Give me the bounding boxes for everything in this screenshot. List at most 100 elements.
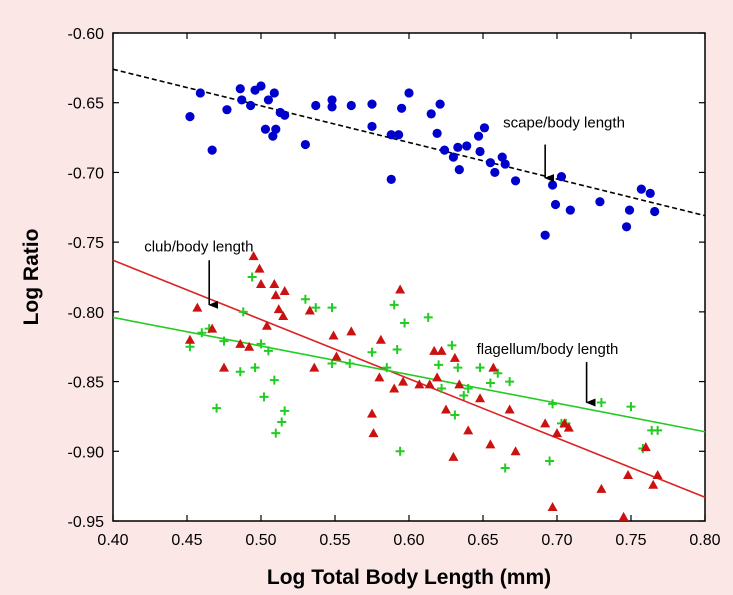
scape-point [453,142,463,152]
scape-point [490,167,500,178]
flagellum-point [485,378,495,388]
flagellum-point [382,363,392,373]
x-tick-label: 0.80 [689,532,720,549]
flagellum-point [545,456,555,466]
scape-point [550,199,561,210]
flagellum-point [392,345,402,355]
flagellum-point [212,403,222,413]
fit-lines [113,68,705,499]
scape-point [497,152,507,162]
x-tick-label: 0.40 [97,532,128,549]
annotations: scape/body length club/body length flagell… [144,115,625,407]
club-point [304,305,315,315]
scape-fit-line [113,68,705,217]
scape-point [195,88,205,98]
scape-point [394,130,404,140]
flagellum-point [367,347,377,357]
club-point [429,345,440,355]
club-point [248,251,259,261]
axes: 0.40 0.45 0.50 0.55 0.60 0.65 0.70 0.75 0.80 -0.6… [68,26,721,549]
flagellum-point [259,392,269,402]
flagellum-point [250,363,260,373]
flagellum-fit-line [113,316,705,433]
club-point [448,451,459,461]
flagellum-point [256,339,266,349]
y-tick-label: -0.65 [68,96,105,113]
flagellum-point [447,340,457,350]
x-tick-label: 0.75 [615,532,646,549]
scape-point [485,158,495,168]
scape-point [556,172,567,182]
club-point [375,334,386,344]
data-points [184,81,663,521]
x-tick-label: 0.65 [467,532,498,549]
scape-point [404,88,414,98]
flagellum-point [327,303,337,313]
scape-point [426,109,436,119]
club-point [648,479,659,489]
scape-point [235,84,245,94]
scape-point [435,99,445,109]
scape-point [260,124,271,134]
flagellum-point [400,318,410,328]
y-tick-label: -0.95 [68,514,105,531]
scape-point [448,152,458,162]
club-point [184,334,195,344]
flagellum-point [247,272,257,282]
club-point [368,428,379,438]
club-fit-line [113,259,705,499]
scape-point [650,206,660,217]
club-point [540,418,551,428]
x-tick-label: 0.45 [171,532,202,549]
scape-point [185,112,195,122]
flagellum-point [219,336,229,346]
flagellum-point [238,307,248,317]
flagellum-point [453,363,463,373]
club-point [441,404,451,414]
x-tick-label: 0.70 [541,532,572,549]
scape-point [280,110,290,120]
flagellum-point [277,417,287,427]
flagellum-point [423,312,433,322]
scape-point [367,121,377,132]
scape-point [595,197,605,207]
club-point [328,330,339,340]
scape-point [473,131,484,141]
club-point [244,341,255,351]
x-tick-label: 0.55 [319,532,350,549]
club-point [374,372,385,382]
flagellum-point [505,377,515,387]
scape-point [237,95,247,105]
flagellum-point [345,358,355,368]
scape-point [311,100,321,111]
scape-point [475,146,485,157]
club-point [652,469,663,479]
flagellum-point [434,360,444,370]
flagellum-point [389,300,399,310]
club-point [395,284,406,294]
club-point [254,263,265,273]
club-point [449,352,460,362]
club-point [510,446,521,456]
club-point [596,483,607,493]
scape-annotation-label: scape/body length [503,115,625,132]
flagellum-point [311,303,321,313]
scape-point [645,188,655,198]
club-point [309,362,320,372]
scape-point [256,81,266,91]
y-tick-label: -0.75 [68,235,105,252]
club-point [219,362,229,372]
club-point [463,425,474,435]
club-point [623,469,634,479]
scape-point [397,103,407,113]
scape-point [386,174,396,184]
club-point [414,379,425,389]
y-tick-label: -0.90 [68,444,105,461]
club-point [389,383,400,393]
club-point [547,502,558,512]
scape-point [367,99,377,109]
flagellum-point [280,406,290,416]
scape-point [271,124,281,134]
club-point [398,376,409,386]
scape-point [454,165,464,175]
